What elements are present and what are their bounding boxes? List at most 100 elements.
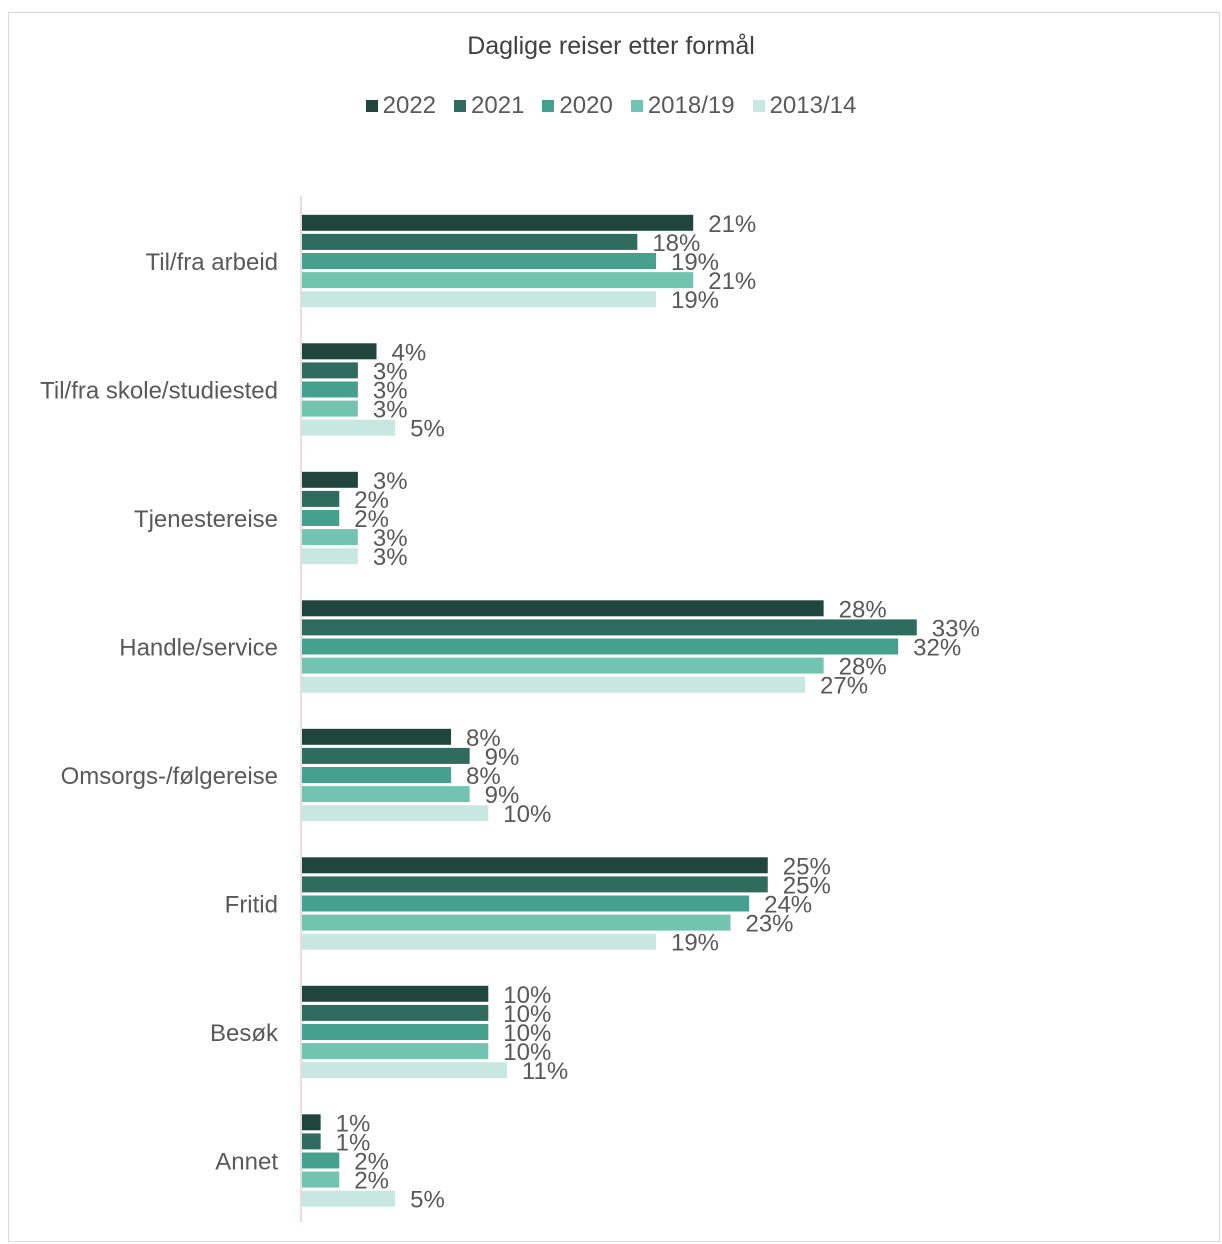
legend-swatch <box>454 100 467 112</box>
legend-label: 2018/19 <box>647 92 735 119</box>
data-label: 3% <box>373 525 408 552</box>
bar <box>302 381 358 398</box>
category-label: Til/fra skole/studiested <box>40 378 278 405</box>
legend-item: 2021 <box>454 92 524 120</box>
legend-swatch <box>542 100 555 112</box>
data-label: 18% <box>652 230 700 257</box>
bar <box>302 914 731 931</box>
category-label: Besøk <box>210 1020 279 1047</box>
data-label: 9% <box>485 782 520 809</box>
bar <box>302 471 358 488</box>
bar <box>302 529 358 546</box>
legend-item: 2013/14 <box>752 92 857 120</box>
data-label: 2% <box>354 1149 389 1176</box>
bar <box>302 1004 489 1021</box>
data-label: 5% <box>410 416 445 443</box>
data-label: 28% <box>839 596 887 623</box>
data-label: 3% <box>373 378 408 405</box>
bar <box>302 272 694 289</box>
data-label: 32% <box>913 635 961 662</box>
data-label: 8% <box>466 763 501 790</box>
bar <box>302 895 750 912</box>
bar <box>302 857 768 874</box>
bar <box>302 1043 489 1060</box>
bar <box>302 933 656 950</box>
data-label: 23% <box>745 911 793 938</box>
bar <box>302 490 340 507</box>
bar <box>302 747 470 764</box>
data-label: 2% <box>354 1168 389 1195</box>
category-label: Omsorgs-/følgereise <box>61 763 278 790</box>
data-label: 4% <box>392 339 427 366</box>
bar <box>302 638 899 655</box>
category-label: Annet <box>215 1149 278 1176</box>
category-label: Til/fra arbeid <box>146 249 279 276</box>
category-label: Tjenestereise <box>134 506 278 533</box>
bar <box>302 619 917 636</box>
bar <box>302 253 656 269</box>
bar <box>302 657 824 674</box>
data-label: 19% <box>671 930 719 957</box>
bar <box>302 1152 340 1169</box>
legend-swatch <box>630 100 643 112</box>
data-label: 10% <box>503 801 551 828</box>
data-label: 24% <box>764 892 812 919</box>
legend-label: 2020 <box>559 92 613 119</box>
data-label: 2% <box>354 506 389 533</box>
bar <box>302 362 358 379</box>
category-label: Handle/service <box>119 635 278 662</box>
bar <box>302 291 656 308</box>
bar <box>302 400 358 417</box>
bar <box>302 1133 321 1150</box>
data-label: 10% <box>503 1020 551 1047</box>
data-label: 21% <box>708 211 756 238</box>
bar <box>302 767 452 783</box>
data-label: 10% <box>503 982 551 1009</box>
bar <box>302 510 340 526</box>
data-label: 3% <box>373 397 408 424</box>
data-label: 3% <box>373 544 408 571</box>
data-label: 28% <box>839 654 887 681</box>
chart-title: Daglige reiser etter formål <box>467 32 755 60</box>
bar <box>302 1190 396 1207</box>
data-label: 9% <box>485 744 520 771</box>
bar <box>302 600 824 617</box>
bar <box>302 1171 340 1188</box>
bar <box>302 1114 321 1131</box>
data-label: 5% <box>410 1187 445 1214</box>
legend-item: 2018/19 <box>630 92 735 120</box>
bar <box>302 728 452 745</box>
legend-swatch <box>365 100 378 112</box>
bar <box>302 214 694 231</box>
data-label: 11% <box>522 1058 568 1085</box>
bar <box>302 233 638 250</box>
data-label: 1% <box>336 1129 371 1156</box>
bar <box>302 1062 507 1079</box>
bar <box>302 419 396 436</box>
bar <box>302 985 489 1002</box>
legend-item: 2022 <box>365 92 437 120</box>
bar <box>302 805 489 822</box>
bar <box>302 343 377 360</box>
bar <box>302 676 806 693</box>
data-label: 19% <box>671 249 719 276</box>
legend-label: 2013/14 <box>769 92 857 119</box>
legend: 2022 2021 2020 2018/19 2013/14 <box>0 92 1222 120</box>
data-label: 25% <box>783 872 831 899</box>
data-label: 19% <box>671 287 719 314</box>
data-label: 33% <box>932 615 980 642</box>
bar <box>302 1024 489 1040</box>
legend-label: 2022 <box>382 92 437 119</box>
legend-label: 2021 <box>471 92 525 119</box>
category-label: Fritid <box>225 892 278 919</box>
data-label: 1% <box>336 1110 371 1137</box>
data-label: 10% <box>503 1001 551 1028</box>
legend-item: 2020 <box>542 92 613 120</box>
data-label: 8% <box>466 725 501 752</box>
data-label: 10% <box>503 1039 551 1066</box>
bar <box>302 876 768 893</box>
bar <box>302 786 470 803</box>
data-label: 27% <box>820 673 868 700</box>
legend-swatch <box>752 100 765 112</box>
